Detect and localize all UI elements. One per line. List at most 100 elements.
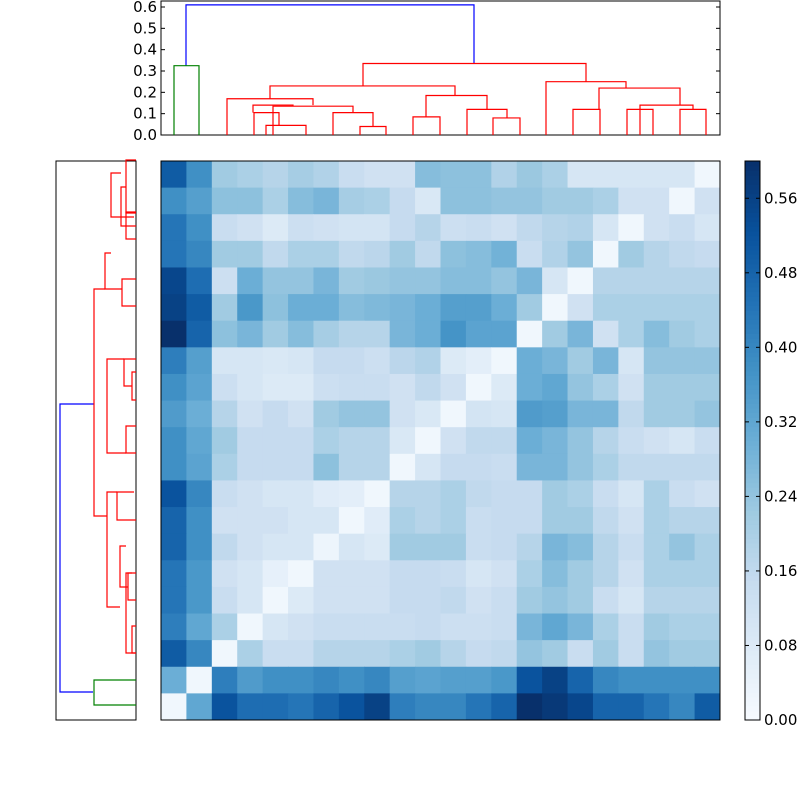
colorbar-segment (745, 347, 760, 353)
top-dendrogram-link (332, 112, 374, 135)
colorbar-segment (745, 170, 760, 176)
heatmap-cell (186, 693, 213, 721)
heatmap-cell (592, 480, 619, 508)
heatmap-cell (313, 187, 340, 215)
colorbar-segment (745, 519, 760, 525)
heatmap-cell (262, 320, 289, 348)
colorbar-segment (745, 328, 760, 334)
heatmap-cell (186, 294, 213, 322)
heatmap-cell (313, 240, 340, 268)
heatmap-cell (186, 347, 213, 375)
heatmap-cell (211, 693, 238, 721)
heatmap-cell (288, 320, 314, 348)
colorbar-segment (745, 254, 760, 260)
heatmap-cell (338, 613, 365, 641)
heatmap-cell (491, 507, 518, 535)
heatmap-cell (338, 666, 365, 694)
heatmap-cell (465, 187, 492, 215)
colorbar-segment (745, 407, 760, 414)
heatmap-cell (542, 613, 569, 641)
left-dendrogram-link (93, 679, 136, 706)
top-dendrogram-link (272, 105, 354, 135)
heatmap-cell (237, 613, 264, 641)
heatmap-cell (669, 214, 696, 242)
heatmap-cell (669, 240, 696, 268)
heatmap-cell (262, 480, 289, 508)
heatmap-cell (415, 666, 441, 694)
colorbar-segment (745, 696, 760, 702)
colorbar-segment (745, 403, 760, 409)
left-dendrogram-frame (55, 160, 137, 721)
heatmap-cell (567, 373, 594, 402)
heatmap-cell (338, 267, 365, 295)
left-dendrogram-link (93, 288, 107, 517)
heatmap-cell (262, 586, 289, 615)
heatmap-cell (415, 480, 441, 508)
heatmap-cell (643, 507, 670, 535)
heatmap-cell (694, 693, 721, 721)
left-dendrogram-link (59, 403, 94, 693)
heatmap-cell (364, 187, 391, 215)
heatmap-cell (389, 400, 416, 428)
left-dendrogram-link (125, 425, 136, 454)
heatmap-cell (237, 240, 264, 268)
heatmap-cell (211, 214, 238, 242)
heatmap-cell (415, 400, 441, 428)
heatmap-cell (542, 693, 569, 721)
heatmap-cell (237, 666, 264, 694)
heatmap-cell (694, 347, 721, 375)
heatmap-cell (618, 427, 645, 455)
heatmap-cell (211, 400, 238, 428)
colorbar-segment (745, 198, 760, 204)
heatmap-cell (364, 214, 391, 242)
heatmap-cell (211, 480, 238, 508)
heatmap-cell (567, 613, 594, 641)
heatmap-cell (389, 347, 416, 375)
colorbar-segment (745, 468, 760, 474)
heatmap-cell (592, 693, 619, 721)
colorbar: 0.00 0.08 0.16 0.24 0.32 0.40 0.48 0.56 (744, 160, 797, 729)
heatmap-cell (211, 640, 238, 668)
colorbar-segment (745, 296, 760, 302)
colorbar-segment (745, 324, 760, 330)
heatmap-cell (161, 640, 187, 668)
heatmap-cell (440, 453, 467, 481)
heatmap-cell (389, 586, 416, 615)
heatmap-cell (465, 400, 492, 428)
heatmap-cell (186, 187, 213, 215)
colorbar-tick-label: 0.56 (764, 189, 797, 207)
heatmap-cell (415, 533, 441, 561)
heatmap-cell (389, 507, 416, 535)
heatmap-cell (592, 666, 619, 694)
heatmap-cell (364, 693, 391, 721)
colorbar-segment (745, 636, 760, 642)
heatmap-cell (313, 640, 340, 668)
heatmap-cell (313, 373, 340, 402)
heatmap-cell (491, 533, 518, 561)
colorbar-segment (745, 477, 760, 484)
heatmap-cell (440, 347, 467, 375)
heatmap-cell (211, 427, 238, 455)
heatmap-cell (643, 320, 670, 348)
colorbar-segment (745, 538, 760, 544)
heatmap-cell (516, 613, 543, 641)
heatmap-cell (567, 586, 594, 615)
heatmap-cell (669, 507, 696, 535)
heatmap-cell (567, 453, 594, 481)
heatmap-cell (364, 480, 391, 508)
heatmap-cell (338, 373, 365, 402)
heatmap-cell (592, 294, 619, 322)
heatmap-cell (338, 586, 365, 615)
colorbar-segment (745, 556, 760, 563)
heatmap-cell (491, 267, 518, 295)
heatmap-cell (643, 161, 670, 189)
heatmap-cell (542, 533, 569, 561)
colorbar-segment (745, 542, 760, 549)
heatmap-cell (389, 640, 416, 668)
heatmap-cell (415, 320, 441, 348)
heatmap-cell (389, 427, 416, 455)
top-axis-tick-label: 0.1 (133, 105, 157, 123)
heatmap-cell (669, 400, 696, 428)
heatmap-cell (669, 693, 696, 721)
heatmap-cell (618, 666, 645, 694)
